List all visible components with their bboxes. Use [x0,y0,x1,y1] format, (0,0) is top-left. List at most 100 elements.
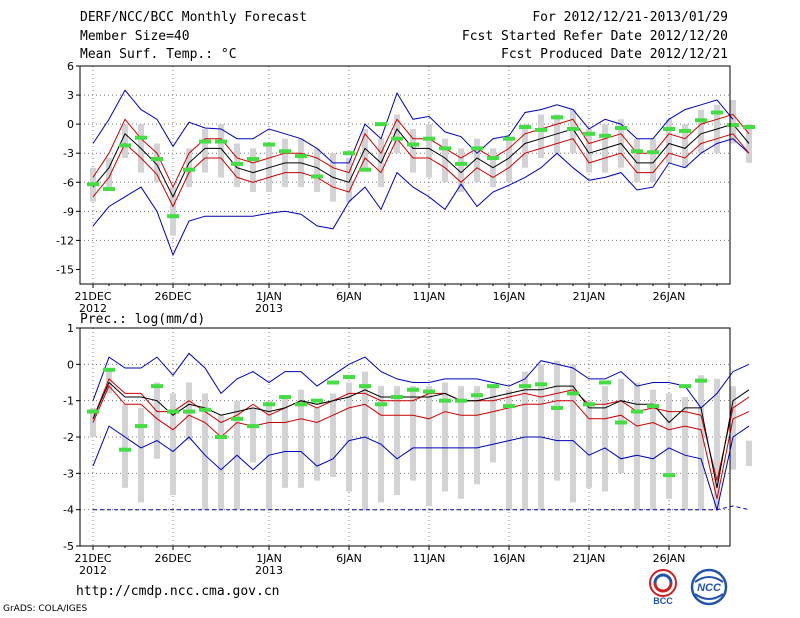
ensemble-box [746,124,752,163]
observation-marker [327,380,339,385]
observation-marker [375,122,387,127]
x-tick-label: 1JAN [256,552,282,565]
x-tick-label: 6JAN [336,290,362,303]
observation-marker [535,382,547,387]
ensemble-box [650,138,656,183]
x-tick-label: 26JAN [653,290,686,303]
observation-marker [663,473,675,478]
observation-marker [407,387,419,392]
observation-marker [135,424,147,429]
x-tick-label: 6JAN [336,552,362,565]
ensemble-box [106,158,112,188]
observation-marker [567,126,579,131]
observation-marker [231,161,243,166]
ensemble-box [154,143,160,183]
observation-marker [599,133,611,138]
ensemble-box [314,407,320,481]
observation-marker [695,118,707,123]
ensemble-box [666,393,672,499]
observation-marker [87,182,99,187]
ensemble-box [282,397,288,488]
x-tick-sublabel: 2012 [79,302,107,315]
envelope-line [92,138,750,257]
ensemble-box [138,407,144,503]
ensemble-box [570,109,576,154]
observation-marker [407,142,419,147]
chart-title: DERF/NCC/BCC Monthly Forecast [80,10,307,25]
observation-marker [503,136,515,141]
ensemble-box [410,386,416,481]
observation-marker [279,149,291,154]
envelope-line [92,352,750,409]
ensemble-box [410,128,416,173]
observation-marker [615,420,627,425]
ensemble-box [650,389,656,510]
observation-marker [583,131,595,136]
ensemble-box [506,138,512,183]
observation-marker [471,393,483,398]
observation-marker [343,375,355,380]
ensemble-box [730,99,736,144]
ensemble-box [586,400,592,488]
observation-marker [231,416,243,421]
ensemble-box [506,389,512,510]
ensemble-box [426,386,432,507]
observation-marker [215,139,227,144]
observation-marker [391,395,403,400]
observation-marker [743,125,755,130]
y-tick-label: 3 [67,89,74,102]
ensemble-box [122,124,128,159]
observation-marker [423,389,435,394]
observation-marker [359,167,371,172]
ncc-logo-text: NCC [697,582,722,594]
y-tick-label: -2 [63,431,74,444]
observation-marker [311,174,323,179]
precip-panel-title: Prec.: log(mm/d) [80,312,206,327]
ensemble-box [522,124,528,168]
ensemble-box [666,119,672,163]
y-tick-label: -4 [63,504,74,517]
y-tick-label: 0 [67,358,74,371]
ensemble-box [442,138,448,183]
spread-line [92,385,750,499]
ensemble-box [618,378,624,474]
observation-marker [439,398,451,403]
y-tick-label: -3 [63,467,74,480]
ensemble-box [426,124,432,178]
ensemble-box [586,128,592,173]
ensemble-box [154,382,160,459]
ensemble-box [170,187,176,236]
ncc-logo: NCC [690,568,728,606]
ensemble-box [474,386,480,485]
observation-marker [247,157,259,162]
observation-marker [311,398,323,403]
observation-marker [519,384,531,389]
plot-frame [79,65,731,285]
observation-marker [679,384,691,389]
bcc-logo: BCC [649,569,677,606]
observation-marker [551,115,563,120]
ensemble-box [698,109,704,154]
ensemble-box [634,138,640,183]
observation-marker [599,380,611,385]
member-size: Member Size=40 [80,29,190,44]
ensemble-mean-line [92,381,750,488]
ensemble-box [554,360,560,481]
observation-marker [263,402,275,407]
ensemble-box [474,138,480,183]
observation-marker [631,409,643,414]
ensemble-box [170,393,176,496]
ensemble-box [602,386,608,492]
observation-marker [167,409,179,414]
observation-marker [199,139,211,144]
ensemble-box [202,393,208,510]
variable-label: Mean Surf. Temp.: °C [80,47,237,62]
observation-marker [103,367,115,372]
observation-marker [535,127,547,132]
x-tick-label: 26JAN [653,552,686,565]
x-tick-label: 21JAN [573,552,606,565]
ensemble-box [394,114,400,154]
ensemble-box [682,124,688,168]
